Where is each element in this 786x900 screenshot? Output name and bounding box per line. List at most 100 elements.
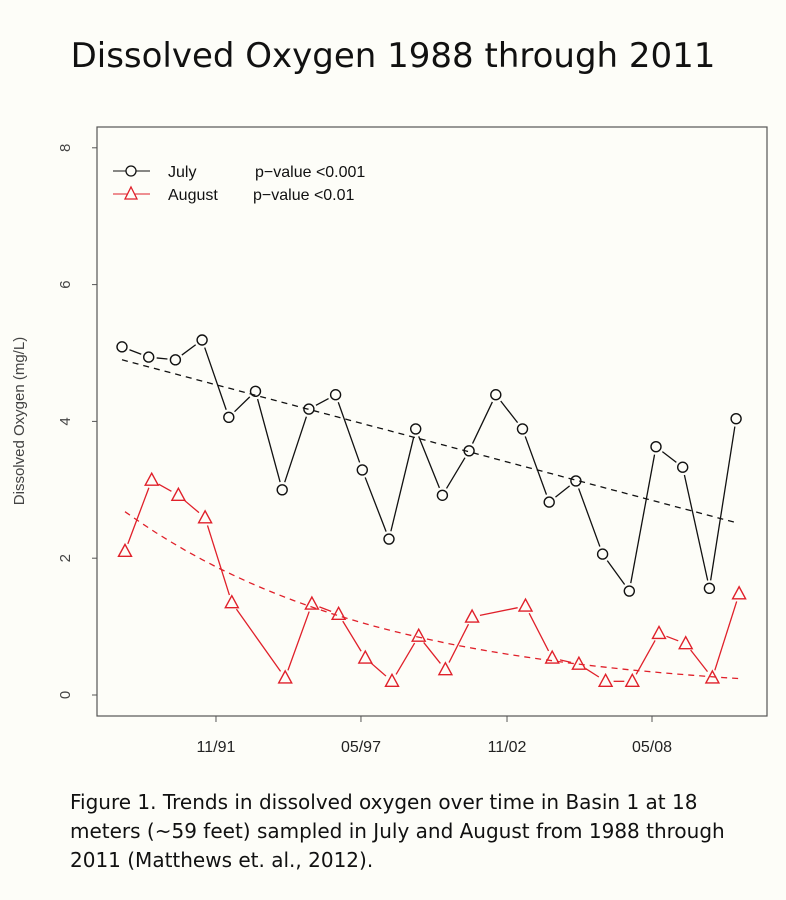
august-data-point <box>651 624 667 640</box>
august-segment <box>635 640 656 675</box>
y-tick-label: 6 <box>57 280 74 288</box>
figure-caption: Figure 1. Trends in dissolved oxygen ove… <box>70 790 725 872</box>
july-data-point <box>436 489 449 501</box>
july-data-point <box>490 389 502 401</box>
july-segment <box>418 436 441 489</box>
august-data-point <box>170 486 187 501</box>
july-data-point <box>223 411 235 423</box>
july-segment <box>390 436 415 532</box>
july-data-point <box>570 475 582 487</box>
july-segment <box>661 451 677 463</box>
august-data-point <box>624 672 640 688</box>
august-segment <box>479 607 518 617</box>
july-data-point <box>596 548 609 560</box>
july-data-point <box>303 403 315 415</box>
august-segment <box>528 612 550 652</box>
august-segment <box>158 483 172 492</box>
august-segment <box>184 499 200 514</box>
august-segment <box>395 642 416 675</box>
august-data-point <box>144 471 160 486</box>
august-segment <box>448 623 470 663</box>
x-tick-label: 11/91 <box>197 739 236 756</box>
july-data-point <box>116 341 128 353</box>
july-segment <box>683 474 709 581</box>
july-data-point <box>169 354 182 366</box>
july-segment <box>500 400 519 424</box>
august-data-point <box>304 595 320 610</box>
legend: July p−value <0.001 August p−value <0.01 <box>113 164 365 204</box>
legend-july-pvalue: p−value <0.001 <box>255 164 365 181</box>
august-data-point <box>678 635 694 650</box>
july-data-point <box>650 441 662 453</box>
july-segment <box>606 560 626 585</box>
july-segment <box>555 485 571 498</box>
august-segment <box>370 662 387 677</box>
y-tick-label: 2 <box>57 554 74 562</box>
august-segment <box>319 606 332 613</box>
august-data-point <box>117 542 133 558</box>
july-segment <box>284 416 308 483</box>
august-data-point <box>731 585 747 600</box>
july-data-point <box>623 585 635 597</box>
july-segment <box>129 349 142 355</box>
july-data-point <box>543 496 555 508</box>
august-segment <box>666 635 679 642</box>
august-data-point <box>704 669 721 684</box>
july-segment <box>630 454 656 584</box>
y-tick-label: 8 <box>57 144 74 152</box>
y-axis-label: Dissolved Oxygen (mg/L) <box>11 337 28 505</box>
july-segment <box>204 347 227 410</box>
x-tick-label: 11/02 <box>488 739 527 756</box>
x-tick-label: 05/08 <box>632 739 672 756</box>
y-tick-label: 0 <box>57 691 74 699</box>
august-segment <box>714 601 738 671</box>
august-data-point <box>571 655 587 670</box>
july-data-point <box>249 385 262 398</box>
august-segment <box>423 642 441 664</box>
august-data-point <box>437 661 454 676</box>
july-segment <box>364 477 387 532</box>
chart-title: Dissolved Oxygen 1988 through 2011 <box>70 36 716 76</box>
july-data-point <box>356 464 368 476</box>
august-data-point <box>357 649 373 664</box>
july-data-point <box>516 423 529 435</box>
august-segment <box>559 659 572 664</box>
august-data-point <box>517 597 534 612</box>
legend-july-label: July <box>168 164 196 181</box>
july-data-point <box>196 334 208 346</box>
plot-frame <box>96 126 768 717</box>
july-data-point <box>142 351 155 363</box>
july-data-point <box>703 582 716 594</box>
august-data-point <box>384 672 400 688</box>
august-segment <box>585 667 600 678</box>
august-segment <box>127 487 150 545</box>
august-data-point <box>597 672 614 688</box>
august-segment <box>235 608 282 672</box>
august-data-point <box>330 605 347 620</box>
july-data-point <box>677 461 689 473</box>
august-data-point <box>224 594 240 609</box>
x-tick-label: 05/97 <box>341 739 381 756</box>
august-data-point <box>411 627 427 642</box>
july-data-point <box>276 484 288 496</box>
july-data-point <box>730 412 742 425</box>
august-segment <box>206 525 231 596</box>
july-segment <box>234 396 251 413</box>
legend-july-marker <box>125 165 137 177</box>
july-trend-line <box>121 359 737 524</box>
legend-august-pvalue: p−value <0.01 <box>253 187 355 204</box>
july-segment <box>156 357 168 360</box>
july-data-point <box>329 389 342 401</box>
july-segment <box>315 397 329 406</box>
august-segment <box>690 649 708 672</box>
july-segment <box>710 426 736 581</box>
august-segment <box>342 620 362 652</box>
august-segment <box>287 611 310 671</box>
august-data-point <box>464 608 480 623</box>
august-data-point <box>544 649 560 664</box>
july-segment <box>337 402 361 463</box>
july-data-point <box>410 423 422 435</box>
august-trend-line <box>124 511 740 680</box>
july-segment <box>578 488 601 547</box>
